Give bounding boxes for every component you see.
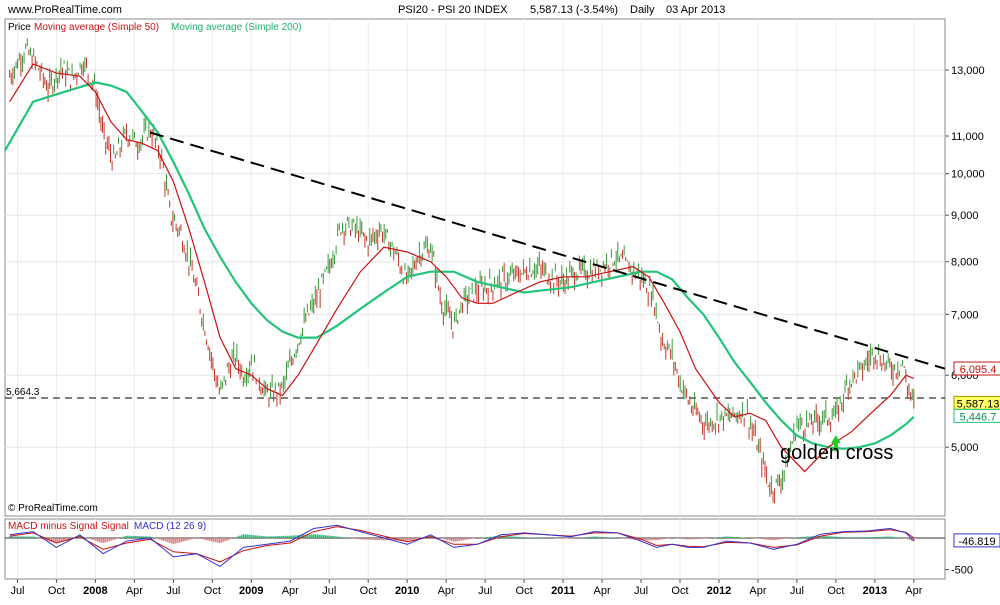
x-tick-label: 2010 (395, 585, 419, 597)
x-tick-label: Jul (634, 585, 648, 597)
legend-ma200: Moving average (Simple 200) (171, 22, 302, 33)
macd-y-tick-label: -500 (951, 565, 973, 577)
x-tick-label: Apr (749, 585, 766, 597)
chart-date: 03 Apr 2013 (666, 4, 725, 16)
ma200-line (4, 81, 915, 450)
x-tick-label: Oct (827, 585, 844, 597)
legend-ma50: Moving average (Simple 50) (34, 22, 159, 33)
macd-plot (8, 524, 915, 567)
price-y-tick-label: 5,000 (951, 442, 979, 454)
macd-histogram (8, 534, 915, 544)
value-label: 6,095.4 (960, 364, 997, 376)
macd-legend-signal: Signal (101, 521, 129, 532)
support-line-label: 5,664.3 (6, 387, 40, 398)
x-tick-label: Apr (438, 585, 455, 597)
x-tick-label: Jul (322, 585, 336, 597)
value-label-box (953, 408, 1000, 423)
current-quote: 5,587.13 (-3.54%) (530, 4, 618, 16)
price-panel-gridlines (5, 19, 945, 516)
price-y-tick-label: 9,000 (951, 210, 979, 222)
macd-panel-frame (4, 518, 946, 580)
golden-cross-annotation: golden cross (780, 442, 893, 464)
price-y-tick-label: 11,000 (951, 131, 984, 143)
price-panel-frame (4, 18, 946, 517)
x-tick-label: Jul (10, 585, 24, 597)
x-tick-label: Oct (204, 585, 221, 597)
x-tick-label: Oct (516, 585, 533, 597)
x-tick-label: Jul (790, 585, 804, 597)
price-y-tick-label: 10,000 (951, 169, 985, 181)
value-label: 5,587.13 (957, 398, 1000, 410)
x-tick-label: Jul (478, 585, 492, 597)
x-tick-label: Apr (593, 585, 610, 597)
macd-legend-hist: MACD minus Signal (8, 521, 97, 532)
x-tick-label: 2013 (863, 585, 887, 597)
x-tick-label: Apr (126, 585, 143, 597)
macd-signal-line (9, 526, 915, 563)
macd-value-label-box (953, 533, 1000, 548)
golden-cross-arrow-icon (830, 435, 841, 452)
x-tick-label: 2009 (239, 585, 263, 597)
x-tick-label: Jul (166, 585, 180, 597)
x-tick-label: Apr (905, 585, 922, 597)
axes: 5,0006,0007,0008,0009,00010,00011,00013,… (10, 65, 1000, 597)
x-tick-label: Apr (282, 585, 299, 597)
x-tick-label: Oct (48, 585, 65, 597)
copyright-label: © ProRealTime.com (8, 503, 98, 514)
macd-line (9, 524, 915, 567)
ma50-line (9, 63, 915, 473)
price-y-tick-label: 8,000 (951, 257, 979, 269)
resistance-trendline (149, 131, 946, 370)
legend-price: Price (8, 22, 31, 33)
x-tick-label: Oct (671, 585, 688, 597)
macd-legend-macd: MACD (12 26 9) (134, 521, 206, 532)
instrument-name: PSI20 - PSI 20 INDEX (398, 4, 508, 16)
value-label-box (953, 361, 1000, 376)
value-label: 5,446.7 (960, 411, 997, 423)
x-tick-label: 2011 (551, 585, 575, 597)
site-url[interactable]: www.ProRealTime.com (7, 4, 122, 16)
price-y-tick-label: 7,000 (951, 309, 979, 321)
x-tick-label: Oct (360, 585, 377, 597)
chart-period: Daily (630, 4, 655, 16)
x-tick-label: 2008 (83, 585, 107, 597)
price-plot: 5,664.3 (4, 38, 946, 504)
price-y-tick-label: 13,000 (951, 65, 985, 77)
x-tick-label: 2012 (707, 585, 731, 597)
macd-value-label: -46.819 (958, 536, 995, 548)
